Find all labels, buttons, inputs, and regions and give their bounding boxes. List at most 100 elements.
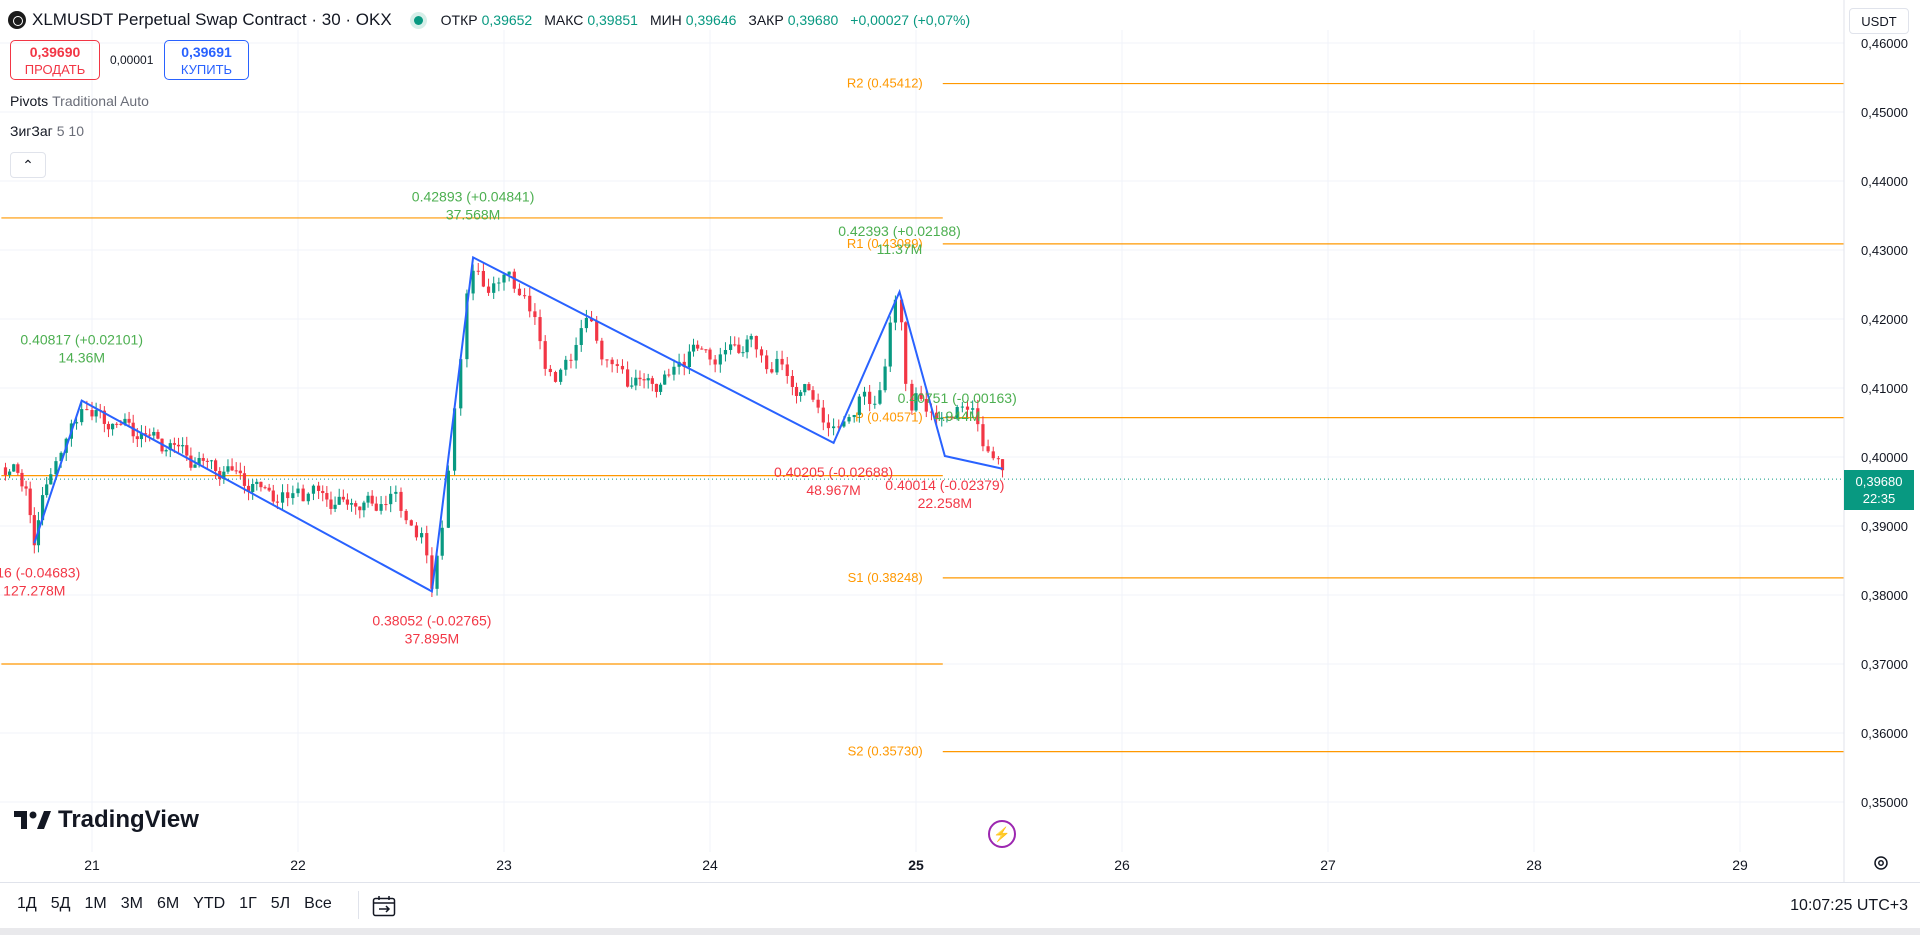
candle-down: [341, 496, 345, 500]
candle-down: [790, 375, 794, 387]
candle-up: [209, 460, 214, 462]
candle-down: [476, 270, 480, 272]
candle-down: [404, 510, 408, 521]
candle-up: [634, 377, 638, 386]
chart-settings-icon[interactable]: [1872, 854, 1890, 872]
page-scrollbar[interactable]: [0, 928, 1920, 935]
candle-down: [317, 485, 321, 491]
timeframe-5y-button[interactable]: 5Л: [270, 895, 291, 912]
candle-down: [384, 504, 388, 506]
candle-up: [333, 504, 337, 509]
timeframe-1m-button[interactable]: 1М: [84, 895, 107, 912]
price-tick-label: 0,40000: [1861, 450, 1908, 465]
candle-up: [492, 283, 496, 293]
candle-up: [420, 533, 424, 538]
symbol-title[interactable]: XLMUSDT Perpetual Swap Contract · 30 · O…: [32, 10, 392, 29]
timeframe-3m-button[interactable]: 3М: [120, 895, 143, 912]
candle-down: [512, 271, 516, 289]
timeframe-1d-button[interactable]: 1Д: [17, 895, 37, 912]
candle-down: [650, 378, 654, 384]
indicator-pivots[interactable]: Pivots Traditional Auto: [10, 93, 149, 109]
candle-up: [723, 350, 728, 355]
indicator-zigzag[interactable]: ЗигЗаг 5 10: [10, 123, 84, 139]
utc-clock[interactable]: 10:07:25 UTC+3: [1790, 897, 1908, 914]
candle-up: [139, 433, 144, 440]
candle-up: [630, 385, 634, 387]
last-price-value: 0,39680: [1855, 474, 1903, 489]
close-label: ЗАКР: [748, 12, 784, 28]
collapse-legend-button[interactable]: ⌃: [10, 152, 46, 178]
price-tick-label: 0,42000: [1861, 312, 1908, 327]
candle-up: [280, 492, 285, 503]
candle-up: [803, 384, 807, 393]
indicator-args: Traditional Auto: [52, 93, 149, 109]
pivot-label-r2: R2 (0.45412): [847, 76, 923, 91]
open-value: 0,39652: [481, 12, 533, 28]
pivot-lines: R2 (0.45412) R1 (0.43089) P (0.40571) S1 (0…: [1, 76, 1844, 759]
timeframe-all-button[interactable]: Все: [304, 895, 332, 912]
candle-up: [168, 443, 172, 451]
change-value: +0,00027 (+0,07%): [850, 12, 971, 28]
price-tick-label: 0,36000: [1861, 726, 1908, 741]
candle-down: [156, 431, 160, 439]
tradingview-logo[interactable]: TradingView: [14, 806, 199, 834]
candle-up: [878, 390, 882, 404]
chevron-up-icon: ⌃: [22, 157, 34, 173]
candle-up: [914, 393, 918, 411]
last-price-tag: 0,39680 22:35: [1844, 470, 1914, 510]
timeframe-ytd-button[interactable]: YTD: [193, 895, 226, 912]
candle-up: [8, 471, 12, 475]
candle-up: [366, 495, 370, 503]
candle-up: [379, 504, 383, 511]
candle-up: [842, 421, 846, 427]
calendar-range-icon[interactable]: [372, 895, 396, 917]
candle-down: [713, 359, 717, 365]
zigzag: [33, 255, 1003, 593]
candle-down: [794, 386, 799, 396]
candle-down: [106, 423, 111, 430]
candle-up: [658, 384, 663, 392]
candle-up: [40, 495, 45, 521]
candle-down: [991, 451, 995, 459]
candle-up: [123, 418, 127, 425]
pivot-label-s1: S1 (0.38248): [848, 570, 923, 585]
zigzag-volume-low: 48.967M: [806, 482, 860, 498]
candle-down: [754, 335, 758, 350]
candle-down: [127, 418, 131, 423]
timeframe-5d-button[interactable]: 5Д: [50, 895, 71, 912]
candle-down: [654, 383, 659, 392]
zigzag-volume-low: 127.278M: [3, 582, 65, 598]
buy-button[interactable]: 0,39691 КУПИТЬ: [164, 40, 249, 80]
price-chart[interactable]: R2 (0.45412) R1 (0.43089) P (0.40571) S1 (0…: [0, 0, 1920, 882]
candle-down: [910, 383, 914, 411]
high-label: МАКС: [544, 12, 584, 28]
candle-down: [234, 470, 238, 472]
candle-down: [533, 311, 537, 318]
currency-selector[interactable]: USDT: [1849, 8, 1909, 34]
candle-up: [440, 527, 444, 556]
candle-up: [873, 403, 877, 405]
candle-down: [275, 501, 279, 503]
symbol-logo-icon[interactable]: [8, 11, 26, 29]
time-tick-label: 29: [1732, 857, 1748, 873]
candle-down: [626, 369, 630, 387]
candle-down: [119, 423, 123, 425]
lightning-icon[interactable]: ⚡: [988, 820, 1016, 848]
sell-button[interactable]: 0,39690 ПРОДАТЬ: [10, 40, 100, 80]
price-tick-label: 0,43000: [1861, 243, 1908, 258]
candle-down: [528, 295, 532, 312]
zigzag-label-low: 0.40205 (-0.02688): [774, 464, 893, 480]
candle-up: [291, 493, 295, 499]
bar-countdown: 22:35: [1862, 491, 1896, 506]
candle-up: [49, 474, 53, 485]
pivot-label-s2: S2 (0.35730): [848, 744, 923, 759]
spread-value: 0,00001: [110, 53, 154, 67]
sell-label: ПРОДАТЬ: [24, 62, 86, 77]
candle-down: [929, 411, 934, 413]
timeframe-6m-button[interactable]: 6М: [156, 895, 180, 912]
candle-down: [271, 490, 275, 502]
candle-down: [868, 391, 872, 404]
timeframe-1y-button[interactable]: 1Г: [239, 895, 257, 912]
indicator-name: ЗигЗаг: [10, 123, 53, 139]
market-status-icon[interactable]: [413, 15, 423, 25]
